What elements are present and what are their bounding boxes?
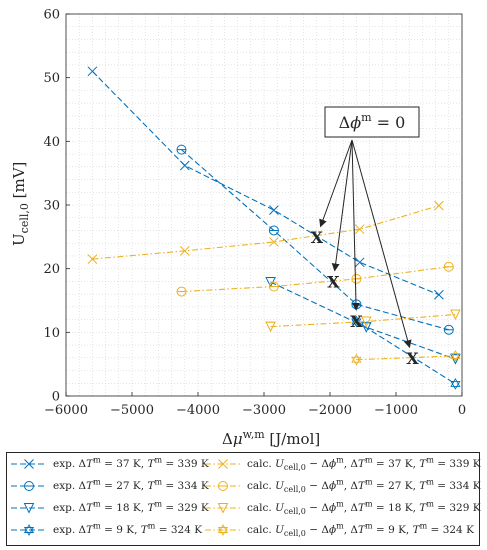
series-lines — [87, 66, 461, 390]
x-tick-label: −3000 — [242, 403, 286, 418]
data-point — [443, 324, 454, 335]
legend-label: calc. Ucell,0 − Δϕm, ΔTm = 18 K, Tm = 32… — [247, 499, 481, 517]
series — [351, 315, 461, 390]
y-tick-label: 0 — [52, 390, 60, 405]
series-line — [181, 149, 449, 331]
x-tick-label: −4000 — [176, 403, 220, 418]
data-point — [179, 160, 190, 171]
data-point — [268, 281, 279, 292]
y-tick-label: 20 — [43, 262, 60, 277]
annotation-arrow — [351, 139, 360, 311]
series-line — [181, 266, 449, 293]
x-tick-label: 0 — [458, 403, 466, 418]
data-point — [351, 353, 362, 366]
y-tick-label: 50 — [43, 71, 60, 86]
chart: Δϕm = 0 X X X X −6000 −5000 −4000 −3000 −2000 −10… — [10, 8, 466, 449]
y-tick-label: 30 — [43, 199, 60, 214]
data-point — [176, 144, 187, 155]
data-point — [176, 286, 187, 297]
data-point — [450, 354, 461, 365]
series — [87, 200, 444, 264]
legend-swatch — [11, 481, 47, 491]
series-line — [356, 321, 456, 385]
x-tick-label: −6000 — [44, 403, 88, 418]
series — [87, 66, 444, 300]
data-point — [87, 66, 98, 77]
data-point — [87, 254, 98, 264]
y-tick-label: 40 — [43, 135, 60, 150]
x-axis-label: Δμw,m [J/mol] — [222, 428, 320, 448]
legend-swatch — [205, 459, 241, 469]
legend-label: calc. Ucell,0 − Δϕm, ΔTm = 9 K, Tm = 324… — [247, 521, 474, 539]
annotation-x-mark: X — [327, 272, 340, 291]
legend-swatch — [205, 503, 241, 514]
legend-label: exp. ΔTm = 18 K, Tm = 329 K — [53, 499, 209, 514]
y-axis-label: Ucell,0 [mV] — [10, 162, 31, 246]
series-line — [92, 205, 440, 260]
legend-swatch — [11, 503, 47, 514]
data-point — [265, 321, 276, 333]
x-tick-label: −5000 — [110, 403, 154, 418]
series-line — [270, 313, 456, 328]
legend-swatch — [11, 524, 47, 536]
data-point — [218, 459, 228, 469]
data-point — [434, 200, 444, 211]
data-point — [351, 273, 362, 284]
annotation-box — [324, 106, 420, 138]
data-point — [354, 257, 365, 268]
annotation: Δϕm = 0 X X X X — [311, 106, 420, 368]
annotation-arrow — [351, 139, 412, 349]
series — [351, 349, 461, 366]
data-point — [23, 503, 35, 514]
data-point — [443, 261, 454, 272]
data-point — [354, 224, 365, 235]
annotation-arrow — [331, 139, 353, 272]
data-point — [450, 349, 461, 362]
data-point — [450, 309, 461, 321]
annotation-x-mark: X — [311, 228, 324, 247]
data-point — [360, 322, 372, 333]
data-point — [217, 524, 229, 536]
series — [176, 261, 454, 297]
legend-label: calc. Ucell,0 − Δϕm, ΔTm = 37 K, Tm = 33… — [247, 455, 481, 473]
series-line — [356, 355, 456, 361]
legend-swatch — [11, 459, 47, 469]
annotation-arrow — [319, 139, 353, 228]
data-point — [24, 459, 34, 469]
x-tick-label: −2000 — [308, 403, 352, 418]
data-point — [268, 225, 279, 236]
data-point — [351, 315, 362, 328]
series-line — [92, 70, 440, 296]
legend-swatch — [205, 481, 241, 491]
legend-label: exp. ΔTm = 37 K, Tm = 339 K — [53, 455, 209, 470]
data-point — [360, 316, 372, 328]
data-point — [269, 205, 279, 215]
data-point — [217, 503, 229, 514]
y-tick-label: 60 — [43, 8, 60, 23]
series — [265, 309, 461, 333]
x-tick-label: −1000 — [374, 403, 418, 418]
y-tick-label: 10 — [43, 326, 60, 341]
data-point — [23, 524, 35, 536]
legend-swatch — [205, 524, 241, 536]
data-point — [450, 378, 461, 390]
data-point — [434, 289, 444, 300]
legend-label: exp. ΔTm = 27 K, Tm = 334 K — [53, 477, 209, 492]
data-point — [179, 245, 190, 256]
data-point — [24, 481, 34, 491]
annotation-text: Δϕm = 0 — [339, 111, 406, 132]
legend-label: calc. Ucell,0 − Δϕm, ΔTm = 27 K, Tm = 33… — [247, 477, 481, 495]
ticks: −6000 −5000 −4000 −3000 −2000 −1000 0 0 10 20 30 40… — [43, 8, 466, 419]
legend-label: exp. ΔTm = 9 K, Tm = 324 K — [53, 521, 203, 536]
annotation-x-mark: X — [406, 349, 419, 368]
annotation-x-mark: X — [350, 312, 363, 331]
grid — [65, 13, 463, 397]
data-point — [218, 481, 228, 491]
data-point — [269, 237, 279, 247]
legend: exp. ΔTm = 37 K, Tm = 339 K exp. ΔTm = 27… — [6, 452, 481, 546]
